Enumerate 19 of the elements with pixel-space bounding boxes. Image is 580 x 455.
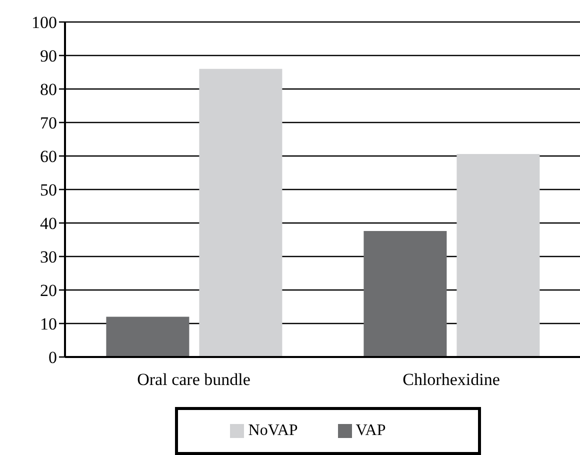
y-tick-label: 0 <box>48 348 57 368</box>
y-tick-label: 70 <box>40 114 57 133</box>
y-tick-label: 80 <box>40 80 57 100</box>
y-tick-label: 100 <box>32 13 57 32</box>
y-tick-label: 30 <box>40 248 57 267</box>
bar <box>199 68 282 357</box>
x-tick-label: Chlorhexidine <box>402 370 500 390</box>
y-tick-label: 20 <box>40 281 57 300</box>
x-tick-label: Oral care bundle <box>137 370 250 390</box>
legend-label: VAP <box>356 422 386 439</box>
bar <box>456 154 540 357</box>
y-tick-label: 10 <box>40 314 57 334</box>
y-tick-label: 50 <box>40 180 57 200</box>
legend-label: NoVAP <box>248 422 298 439</box>
y-tick-label: 40 <box>40 214 57 234</box>
y-tick-label: 90 <box>40 46 57 66</box>
y-tick-label: 60 <box>40 147 57 166</box>
bar <box>364 231 447 357</box>
bar <box>106 316 190 357</box>
